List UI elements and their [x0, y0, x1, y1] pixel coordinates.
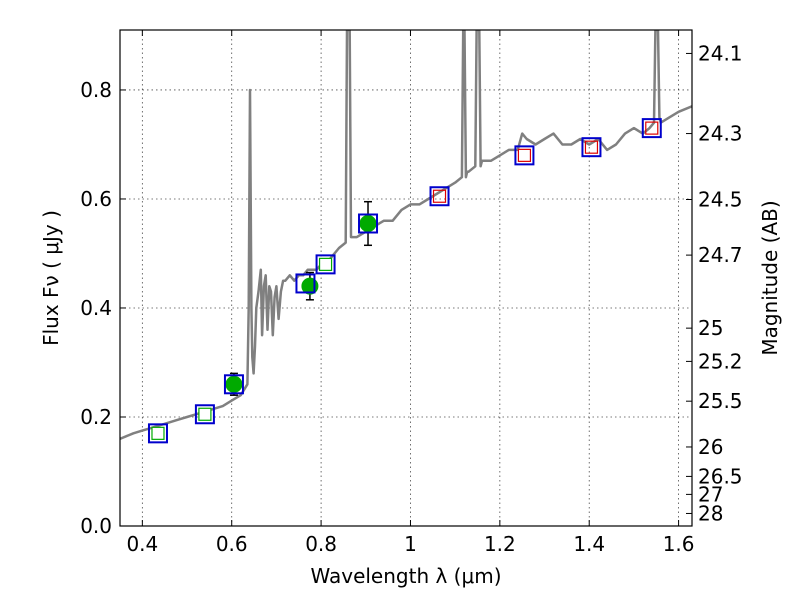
x-tick-label: 1 — [404, 532, 417, 556]
observed-point — [225, 375, 243, 393]
model-point-blue — [223, 374, 244, 395]
y2-tick-label: 25 — [698, 316, 723, 340]
sed-model-line — [120, 30, 692, 440]
y-tick-label: 0.8 — [80, 78, 112, 102]
y2-tick-label: 24.3 — [698, 122, 743, 146]
axis-ticks: 0.4 0.6 0.8 1 1.2 1.4 1.6 0.0 0.2 0.4 0.6 0.8 24.1 24… — [80, 30, 743, 556]
model-point-red — [584, 140, 599, 154]
x-axis-title: Wavelength λ (μm) — [310, 564, 501, 588]
y-axis-title: Flux Fν ( μJy ) — [39, 210, 63, 346]
y2-tick-label: 24.7 — [698, 243, 743, 267]
y-tick-label: 0.4 — [80, 296, 112, 320]
model-point-blue — [315, 254, 336, 275]
x-tick-label: 0.8 — [305, 532, 337, 556]
model-point-green — [198, 407, 212, 421]
model-point-red — [517, 148, 532, 162]
observed-point — [359, 214, 377, 232]
x-tick-label: 0.6 — [216, 532, 248, 556]
y2-tick-label: 25.2 — [698, 349, 743, 373]
model-point-blue — [514, 145, 535, 166]
y2-tick-label: 25.5 — [698, 389, 743, 413]
model-point-blue — [194, 404, 215, 425]
model-point-green — [318, 257, 333, 271]
y-tick-label: 0.2 — [80, 405, 112, 429]
model-point-blue — [641, 118, 662, 139]
grid-lines — [120, 30, 692, 527]
y-tick-label: 0.0 — [80, 514, 112, 538]
y2-tick-label: 24.1 — [698, 41, 743, 65]
plot-frame — [119, 29, 693, 527]
y2-axis-title: Magnitude (AB) — [758, 200, 782, 355]
x-tick-label: 1.6 — [663, 532, 695, 556]
model-point-green — [151, 426, 165, 440]
model-point-blue — [429, 186, 450, 207]
model-point-red — [432, 189, 447, 203]
x-tick-label: 1.2 — [484, 532, 516, 556]
x-tick-label: 1.4 — [573, 532, 605, 556]
y2-tick-label: 27 — [698, 482, 723, 506]
y-tick-label: 0.6 — [80, 187, 112, 211]
y2-tick-label: 26.5 — [698, 464, 743, 488]
plot-series — [120, 30, 692, 444]
x-tick-label: 0.4 — [126, 532, 158, 556]
y2-tick-label: 28 — [698, 501, 723, 525]
model-point-red — [645, 121, 659, 135]
model-point-blue — [581, 137, 602, 158]
y2-tick-label: 24.5 — [698, 188, 743, 212]
model-point-blue — [358, 213, 379, 234]
y2-tick-label: 26 — [698, 435, 723, 459]
model-point-blue — [295, 273, 316, 294]
model-point-blue — [147, 423, 168, 444]
